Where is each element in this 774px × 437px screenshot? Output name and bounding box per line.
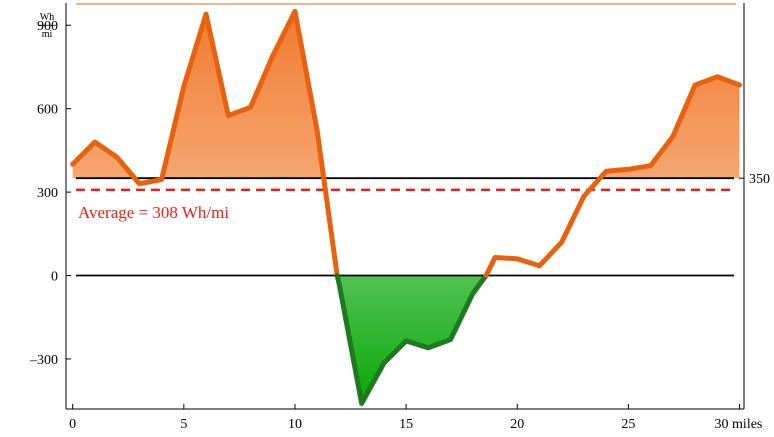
- positive-area: [72, 11, 740, 179]
- y-tick-label: 900: [37, 19, 58, 34]
- y-tick-label: 600: [37, 103, 58, 118]
- y-unit-numerator: Wh: [40, 12, 54, 23]
- y-tick-label: 300: [37, 186, 58, 201]
- series-line-positive-1: [70, 8, 340, 279]
- x-tick-label: 15: [399, 417, 413, 432]
- y-unit-denominator: mi: [42, 29, 53, 40]
- x-tick-label: 25: [621, 417, 635, 432]
- x-tick-label: 0: [69, 417, 76, 432]
- y-tick-label: 0: [51, 270, 58, 285]
- series-line-positive-2: [483, 74, 743, 279]
- average-label: Average = 308 Wh/mi: [78, 203, 229, 222]
- x-tick-label: 10: [288, 417, 302, 432]
- y-tick-label: –300: [29, 353, 58, 368]
- x-tick-label: 20: [510, 417, 524, 432]
- series-line-negative: [334, 273, 489, 406]
- x-tick-label: 5: [180, 417, 187, 432]
- x-tick-label: 30 miles: [715, 417, 763, 432]
- reference-label-350: 350: [749, 172, 770, 187]
